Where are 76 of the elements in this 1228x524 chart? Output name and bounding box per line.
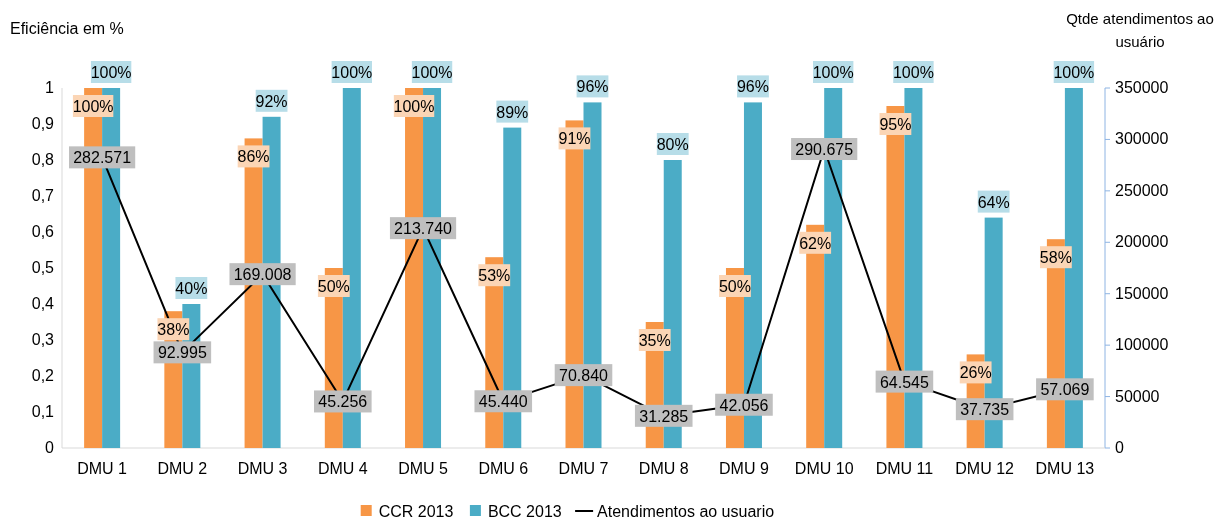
data-label: 100% <box>411 64 453 81</box>
x-tick-label: DMU 11 <box>875 460 934 477</box>
y-tick-label: 0,7 <box>31 187 55 204</box>
data-label: 42.056 <box>719 396 769 414</box>
data-label: 50% <box>317 278 350 295</box>
data-label: 45.256 <box>318 393 368 411</box>
y-tick-label: 0,2 <box>31 367 55 384</box>
legend-label: CCR 2013 <box>378 503 454 520</box>
data-label: 91% <box>558 130 591 148</box>
data-label: 100% <box>393 98 435 115</box>
y-tick-label: 0,9 <box>31 115 55 132</box>
data-label: 64.545 <box>879 373 929 391</box>
x-tick-label: DMU 10 <box>794 460 854 477</box>
y-tick-label: 0,4 <box>31 295 55 312</box>
y-axis-title: Eficiência em % <box>10 20 124 37</box>
data-label: 290.675 <box>795 141 854 159</box>
data-label: 95% <box>879 116 912 133</box>
data-label: 53% <box>478 267 511 285</box>
x-tick-label: DMU 3 <box>237 460 288 477</box>
data-label: 92.995 <box>157 344 207 362</box>
data-label: 50% <box>718 278 751 295</box>
data-label: 100% <box>892 64 934 81</box>
data-label: 100% <box>331 64 373 81</box>
data-label: 58% <box>1039 249 1072 267</box>
data-label: 100% <box>72 98 114 115</box>
x-tick-label: DMU 8 <box>638 460 689 477</box>
x-tick-label: DMU 12 <box>955 460 1015 477</box>
data-label: 169.008 <box>233 266 292 284</box>
data-label: 45.440 <box>478 393 528 411</box>
x-tick-label: DMU 5 <box>398 460 449 477</box>
x-tick-label: DMU 2 <box>157 460 208 477</box>
legend-label: Atendimentos ao usuario <box>597 503 775 520</box>
y2-tick-label: 350000 <box>1115 79 1169 96</box>
y2-tick-label: 300000 <box>1115 130 1169 148</box>
data-label: 100% <box>812 64 854 81</box>
data-label: 31.285 <box>639 407 689 425</box>
x-tick-label: DMU 4 <box>317 460 368 477</box>
data-label: 70.840 <box>559 367 609 385</box>
x-tick-label: DMU 7 <box>558 460 609 477</box>
data-label: 26% <box>959 364 992 382</box>
y2-tick-label: 0 <box>1115 439 1124 456</box>
data-label: 282.571 <box>73 149 132 167</box>
data-label: 37.735 <box>960 401 1010 419</box>
data-label: 100% <box>90 64 132 81</box>
data-label: 38% <box>157 321 190 339</box>
data-label: 213.740 <box>394 220 453 238</box>
y2-tick-label: 250000 <box>1115 181 1169 199</box>
y-tick-label: 0,6 <box>31 223 55 240</box>
x-tick-label: DMU 13 <box>1035 460 1095 477</box>
x-tick-label: DMU 6 <box>478 460 529 477</box>
data-label: 96% <box>576 78 609 96</box>
data-label: 89% <box>496 103 529 121</box>
data-label: 35% <box>638 332 671 349</box>
x-tick-label: DMU 9 <box>719 460 769 477</box>
y-tick-label: 0,5 <box>31 259 55 276</box>
y2-tick-label: 150000 <box>1115 284 1169 302</box>
y-tick-label: 0 <box>45 439 55 456</box>
y2-tick-label: 50000 <box>1115 387 1160 405</box>
y-tick-label: 0,8 <box>31 151 55 168</box>
y2-tick-label: 200000 <box>1115 233 1169 251</box>
y-tick-label: 0,1 <box>31 403 55 420</box>
data-label: 100% <box>1053 64 1095 81</box>
y2-tick-label: 100000 <box>1115 336 1169 354</box>
data-label: 57.069 <box>1040 381 1090 399</box>
data-label: 64% <box>977 193 1010 211</box>
y-tick-label: 1 <box>45 79 55 96</box>
data-label: 92% <box>255 92 288 110</box>
data-label: 96% <box>736 78 769 96</box>
x-tick-label: DMU 1 <box>77 460 128 477</box>
legend-label: BCC 2013 <box>487 503 562 520</box>
data-label: 80% <box>656 136 689 153</box>
y2-axis-title: Qtde atendimentos ao usuário <box>1066 10 1214 50</box>
y-tick-label: 0,3 <box>31 331 55 348</box>
data-label: 62% <box>799 234 832 252</box>
data-label: 86% <box>237 148 270 166</box>
data-label: 40% <box>175 280 208 297</box>
